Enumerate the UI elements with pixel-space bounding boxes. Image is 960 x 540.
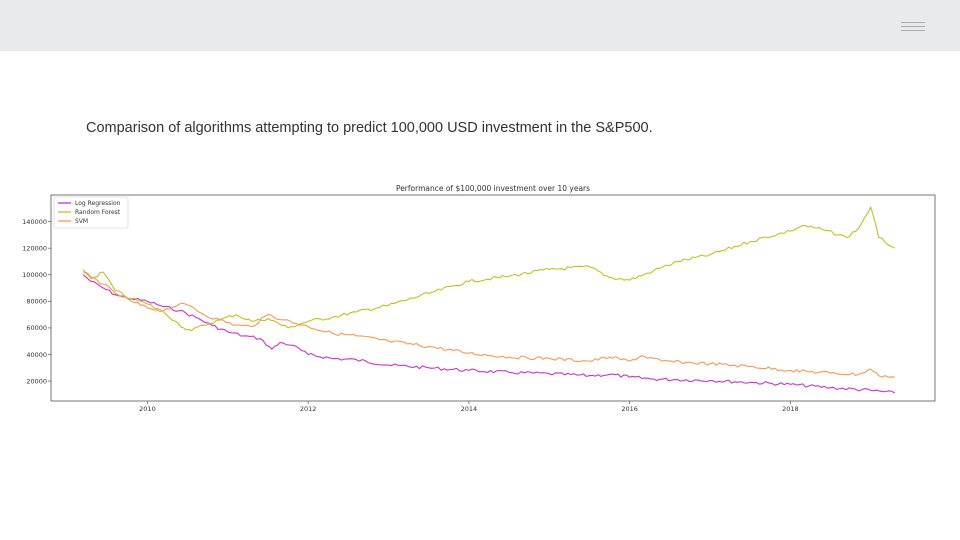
y-tick-label: 140000	[22, 218, 47, 226]
x-tick-label: 2018	[782, 405, 799, 413]
legend-label: Log Regression	[75, 200, 121, 207]
y-tick-label: 80000	[26, 298, 47, 306]
menu-line	[901, 22, 925, 23]
series-layer	[82, 206, 896, 394]
x-axis: 2010 2012 2014 2016 2018	[139, 401, 799, 413]
x-tick-label: 2010	[139, 405, 156, 413]
y-tick-label: 20000	[26, 377, 47, 385]
legend-box	[53, 196, 129, 229]
x-tick-label: 2014	[461, 405, 478, 413]
top-bar	[0, 0, 960, 51]
series-line-random-forest	[82, 206, 896, 332]
legend-label: Random Forest	[75, 209, 121, 216]
chart-title: Performance of $100,000 investment over …	[396, 184, 590, 193]
x-tick-label: 2016	[621, 405, 638, 413]
y-tick-label: 120000	[22, 244, 47, 252]
series-line-log-regression	[82, 274, 896, 394]
x-tick-label: 2012	[300, 405, 317, 413]
menu-line	[901, 30, 925, 31]
y-tick-label: 40000	[26, 351, 47, 359]
performance-chart: Performance of $100,000 investment over …	[22, 184, 936, 413]
hamburger-menu-icon[interactable]	[901, 20, 927, 34]
menu-line	[901, 26, 925, 27]
chart-legend: Log Regression Random Forest SVM	[53, 196, 129, 229]
plot-area	[50, 194, 936, 402]
y-tick-label: 60000	[26, 324, 47, 332]
y-tick-label: 100000	[22, 271, 47, 279]
legend-label: SVM	[75, 218, 88, 225]
y-axis: 20000 40000 60000 80000 100000 120000 140000	[22, 218, 51, 385]
series-line-svm	[83, 271, 895, 378]
slide-heading: Comparison of algorithms attempting to p…	[86, 120, 653, 136]
